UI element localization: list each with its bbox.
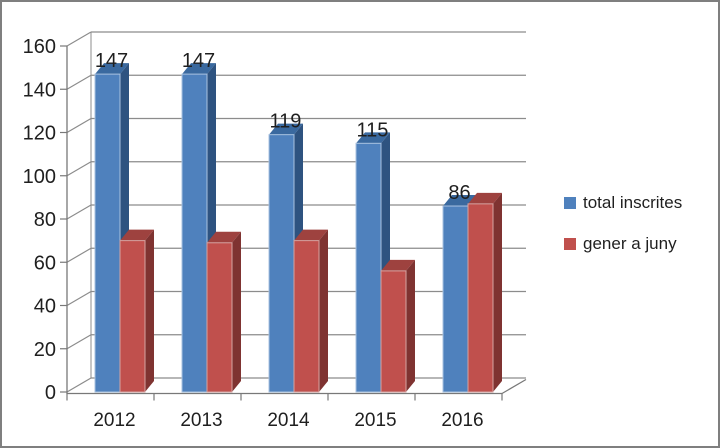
gridline-diagonal-140 [66, 74, 92, 90]
y-tick-label-100: 100 [23, 166, 56, 188]
legend-label-total-inscrites: total inscrites [583, 193, 683, 212]
floor-right-diagonal [501, 378, 527, 395]
legend-item-total-inscrites: total inscrites [564, 194, 682, 211]
bar-gener-a-juny-2012-front [119, 240, 146, 393]
bar-gener-a-juny-2015-side [406, 259, 415, 392]
bar-gener-a-juny-2014-side [319, 229, 328, 392]
bar-gener-a-juny-2016-top [468, 192, 502, 204]
data-label-total-inscrites-2016: 86 [448, 182, 470, 204]
bar-gener-a-juny-2014-front [293, 240, 320, 393]
bar-total-inscrites-2015-front [355, 142, 382, 393]
gridline-diagonal-100 [66, 161, 92, 177]
gridline-diagonal-60 [66, 247, 92, 263]
y-tick-label-140: 140 [23, 79, 56, 101]
y-tick-label-160: 160 [23, 36, 56, 58]
data-label-total-inscrites-2015: 115 [357, 119, 389, 141]
bar-gener-a-juny-2012-side [145, 229, 154, 392]
bar-gener-a-juny-2016-side [493, 192, 502, 392]
gridline-diagonal-40 [66, 290, 92, 307]
gridline-diagonal-120 [66, 117, 92, 134]
x-axis-label-2012: 2012 [93, 410, 135, 431]
bar-gener-a-juny-2015-front [380, 270, 407, 393]
legend-swatch-gener-a-juny-icon [564, 237, 576, 250]
data-label-total-inscrites-2013: 147 [182, 50, 215, 72]
data-label-total-inscrites-2012: 147 [95, 50, 128, 72]
x-axis-label-2015: 2015 [354, 410, 396, 431]
bar-gener-a-juny-2015-top [381, 259, 415, 271]
legend-swatch-total-inscrites-icon [564, 196, 576, 209]
bar-gener-a-juny-2014-top [294, 229, 328, 241]
y-tick-label-80: 80 [34, 209, 56, 231]
bar-gener-a-juny-2013-side [232, 231, 241, 392]
legend-label-gener-a-juny: gener a juny [583, 234, 677, 253]
bar-total-inscrites-2016-front [442, 205, 469, 393]
y-tick-label-60: 60 [34, 252, 56, 274]
bar-total-inscrites-2013-top [182, 63, 216, 75]
y-tick-label-0: 0 [45, 382, 56, 404]
gridline-diagonal-80 [66, 204, 92, 220]
data-label-total-inscrites-2014: 119 [270, 111, 302, 133]
y-tick-label-120: 120 [23, 123, 56, 145]
x-axis-label-2013: 2013 [180, 410, 222, 431]
bar-gener-a-juny-2013-front [206, 242, 233, 393]
x-axis-label-2016: 2016 [441, 410, 483, 431]
gridline-diagonal-0 [66, 377, 92, 393]
bar-gener-a-juny-2013-top [207, 231, 241, 243]
bar-total-inscrites-2012-front [94, 73, 121, 393]
bar-total-inscrites-2013-front [181, 73, 208, 393]
gridline-diagonal-20 [66, 334, 92, 350]
y-tick-label-40: 40 [34, 296, 56, 318]
legend-item-gener-a-juny: gener a juny [564, 235, 682, 252]
bar-total-inscrites-2015-top [356, 132, 390, 144]
bar-total-inscrites-2014-front [268, 134, 295, 393]
bar-gener-a-juny-2012-top [120, 229, 154, 241]
y-tick-label-20: 20 [34, 339, 56, 361]
bar-total-inscrites-2014-top [269, 123, 303, 135]
bar-gener-a-juny-2016-front [467, 203, 494, 393]
x-axis-label-2014: 2014 [267, 410, 310, 431]
gridline-diagonal-160 [66, 31, 92, 47]
legend: total inscrites gener a juny [564, 194, 682, 252]
bar-total-inscrites-2012-top [95, 63, 129, 75]
